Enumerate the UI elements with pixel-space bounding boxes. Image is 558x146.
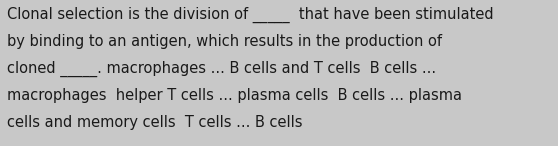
Text: macrophages  helper T cells ... plasma cells  B cells ... plasma: macrophages helper T cells ... plasma ce… [7, 88, 462, 103]
Text: by binding to an antigen, which results in the production of: by binding to an antigen, which results … [7, 34, 442, 49]
Text: cells and memory cells  T cells ... B cells: cells and memory cells T cells ... B cel… [7, 115, 303, 130]
Text: Clonal selection is the division of _____  that have been stimulated: Clonal selection is the division of ____… [7, 7, 494, 23]
Text: cloned _____. macrophages ... B cells and T cells  B cells ...: cloned _____. macrophages ... B cells an… [7, 61, 436, 77]
